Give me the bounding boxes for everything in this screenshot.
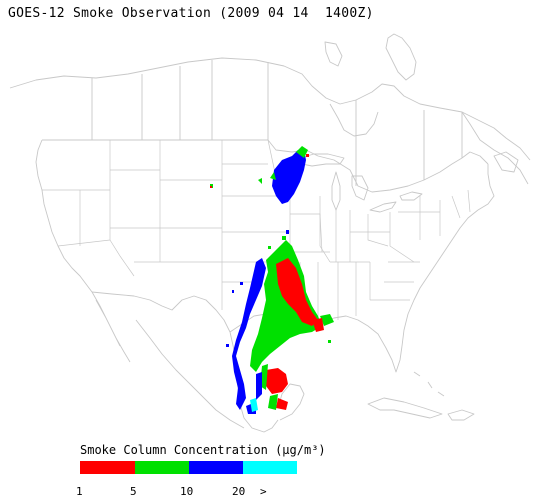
legend-swatch-1: [80, 461, 135, 474]
smoke-plume-east-low: [312, 318, 324, 332]
lake-superior: [299, 153, 345, 167]
us-mexico-border: [91, 291, 231, 333]
legend-tick-overflow: >: [260, 485, 267, 498]
smoke-plume-south-low: [276, 258, 318, 326]
smoke-specks-scattered: [226, 230, 289, 347]
smoke-plume-gulf-low: [266, 368, 288, 410]
yucatan-outline: [277, 383, 305, 421]
smoke-plume-gulf-mid: [260, 314, 334, 410]
legend-tick-1: 1: [76, 485, 83, 498]
cuba: [367, 397, 443, 419]
legend-swatch-5: [135, 461, 189, 474]
baffin-outline: [324, 41, 343, 67]
legend-title: Smoke Column Concentration (µg/m³): [80, 443, 326, 457]
smoke-plume-north-mid: [258, 146, 308, 184]
mexico-west-coast: [135, 319, 245, 429]
map-title: GOES-12 Smoke Observation (2009 04 14 14…: [8, 6, 374, 21]
hispaniola: [447, 409, 475, 421]
legend-swatch-10: [189, 461, 243, 474]
smoke-plume-south-high: [232, 258, 266, 410]
lake-michigan: [331, 171, 341, 211]
us-east-coast: [401, 164, 495, 347]
labrador-outline: [461, 111, 529, 185]
smoke-plume-gulf-very-high: [250, 398, 258, 412]
lake-erie: [369, 201, 397, 213]
smoke-plume-south-mid: [250, 240, 322, 372]
legend-tick-5: 5: [130, 485, 137, 498]
smoke-specks-scattered-mid: [268, 236, 331, 343]
hudson-bay-outline: [329, 103, 379, 137]
bahamas: [413, 371, 445, 397]
smoke-speck-west-low: [210, 186, 212, 188]
lake-huron: [351, 175, 369, 201]
canada-coast-outline: [9, 57, 531, 161]
us-west-coast: [35, 139, 93, 293]
greenland-outline: [385, 33, 417, 81]
smoke-plume-north-high: [272, 150, 306, 204]
basemap: [9, 33, 531, 433]
baja-california: [91, 291, 131, 363]
legend-tick-10: 10: [180, 485, 194, 498]
smoke-plumes: [210, 146, 334, 414]
legend-swatch-20: [243, 461, 297, 474]
newfoundland-outline: [493, 151, 519, 173]
legend-tick-20: 20: [232, 485, 246, 498]
us-canada-border: [42, 139, 489, 193]
smoke-speck-north-low: [306, 154, 309, 157]
canada-province-lines: [91, 60, 463, 186]
smoke-plume-gulf-high: [246, 372, 262, 414]
lake-ontario: [399, 191, 423, 201]
